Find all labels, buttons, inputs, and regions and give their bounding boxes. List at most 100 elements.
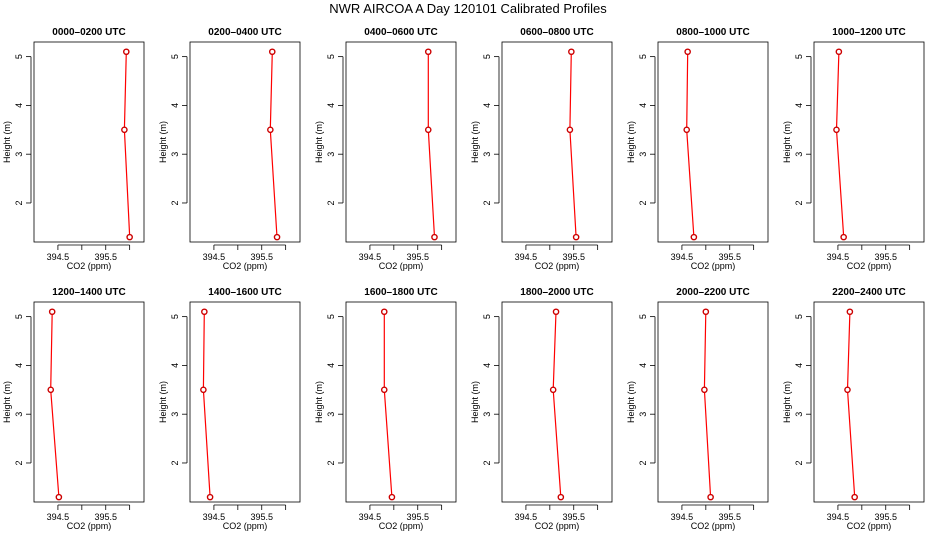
data-point [55,493,63,501]
data-point [684,48,691,56]
plot-frame [657,301,769,503]
data-point [388,493,396,501]
data-point [690,233,698,241]
data-point [683,126,690,134]
y-axis-title: Height (m) [314,381,324,423]
data-point [48,308,56,316]
y-tick-label: 4 [794,363,804,368]
x-axis-title: CO2 (ppm) [379,521,424,531]
data-point [846,308,854,316]
panel-title: 0200–0400 UTC [208,27,281,38]
x-tick-label: 394.5 [827,252,850,262]
x-axis-title: CO2 (ppm) [223,521,268,531]
y-tick-label: 4 [14,103,24,108]
data-point [424,126,432,134]
panel-title: 1000–1200 UTC [832,27,905,38]
y-tick-label: 3 [170,152,180,157]
x-axis-title: CO2 (ppm) [847,521,892,531]
y-tick-label: 3 [794,152,804,157]
y-tick-label: 2 [638,200,648,205]
y-axis-title: Height (m) [2,381,12,423]
x-tick-label: 394.5 [359,252,382,262]
y-axis-title: Height (m) [158,381,168,423]
y-tick-label: 4 [170,103,180,108]
data-point [566,126,574,134]
y-tick-label: 4 [794,103,804,108]
plot-frame [813,301,925,503]
panel-title: 2000–2200 UTC [676,287,749,298]
panel-title: 1800–2000 UTC [520,287,593,298]
panel-title: 0000–0200 UTC [52,27,125,38]
x-tick-label: 394.5 [203,252,226,262]
profile-line [427,51,436,238]
x-axis-title: CO2 (ppm) [67,521,112,531]
data-point [201,308,208,316]
y-axis-title: Height (m) [782,121,792,163]
x-axis-title: CO2 (ppm) [535,261,580,271]
profile-line [269,51,278,238]
x-tick-label: 395.5 [94,252,117,262]
y-tick-label: 3 [794,412,804,417]
y-tick-label: 5 [326,54,336,59]
panel-title: 2200–2400 UTC [832,287,905,298]
data-point [267,126,274,134]
y-tick-label: 4 [482,103,492,108]
x-tick-label: 395.5 [718,252,741,262]
x-tick-label: 395.5 [874,512,897,522]
y-tick-label: 3 [638,412,648,417]
profile-line [552,311,562,498]
data-point [572,233,580,241]
y-tick-label: 2 [170,460,180,465]
profile-line [846,311,856,498]
data-point [557,493,565,501]
data-point [840,233,847,241]
panel-title: 1400–1600 UTC [208,287,281,298]
profile-line [569,51,577,238]
y-tick-label: 5 [14,54,24,59]
plot-frame [189,301,301,503]
y-tick-label: 5 [638,54,648,59]
plot-frame [33,301,145,503]
data-point [833,126,840,134]
y-tick-label: 5 [170,314,180,319]
data-point [123,48,130,56]
x-tick-label: 395.5 [562,252,585,262]
y-tick-label: 3 [482,152,492,157]
y-tick-label: 5 [14,314,24,319]
y-tick-label: 5 [794,54,804,59]
data-point [702,308,710,316]
profile-line [50,311,60,498]
plot-frame [657,41,769,243]
y-tick-label: 3 [326,412,336,417]
y-tick-label: 2 [638,460,648,465]
profile-line [703,311,712,498]
y-tick-label: 4 [326,363,336,368]
y-tick-label: 3 [326,152,336,157]
x-axis-title: CO2 (ppm) [691,521,736,531]
x-tick-label: 394.5 [827,512,850,522]
x-axis-title: CO2 (ppm) [223,261,268,271]
x-axis-title: CO2 (ppm) [847,261,892,271]
panel-title: 0800–1000 UTC [676,27,749,38]
data-point [380,386,388,394]
x-tick-label: 394.5 [203,512,226,522]
y-tick-label: 2 [326,460,336,465]
data-point [47,386,55,394]
x-tick-label: 395.5 [874,252,897,262]
y-tick-label: 2 [482,200,492,205]
panel-title: 0400–0600 UTC [364,27,437,38]
x-tick-label: 395.5 [250,512,273,522]
y-tick-label: 4 [638,103,648,108]
y-tick-label: 4 [14,363,24,368]
y-axis-title: Height (m) [626,121,636,163]
x-tick-label: 395.5 [718,512,741,522]
data-point [121,126,128,134]
y-tick-label: 2 [14,200,24,205]
plot-frame [501,301,613,503]
x-tick-label: 394.5 [671,252,694,262]
y-tick-label: 5 [326,314,336,319]
